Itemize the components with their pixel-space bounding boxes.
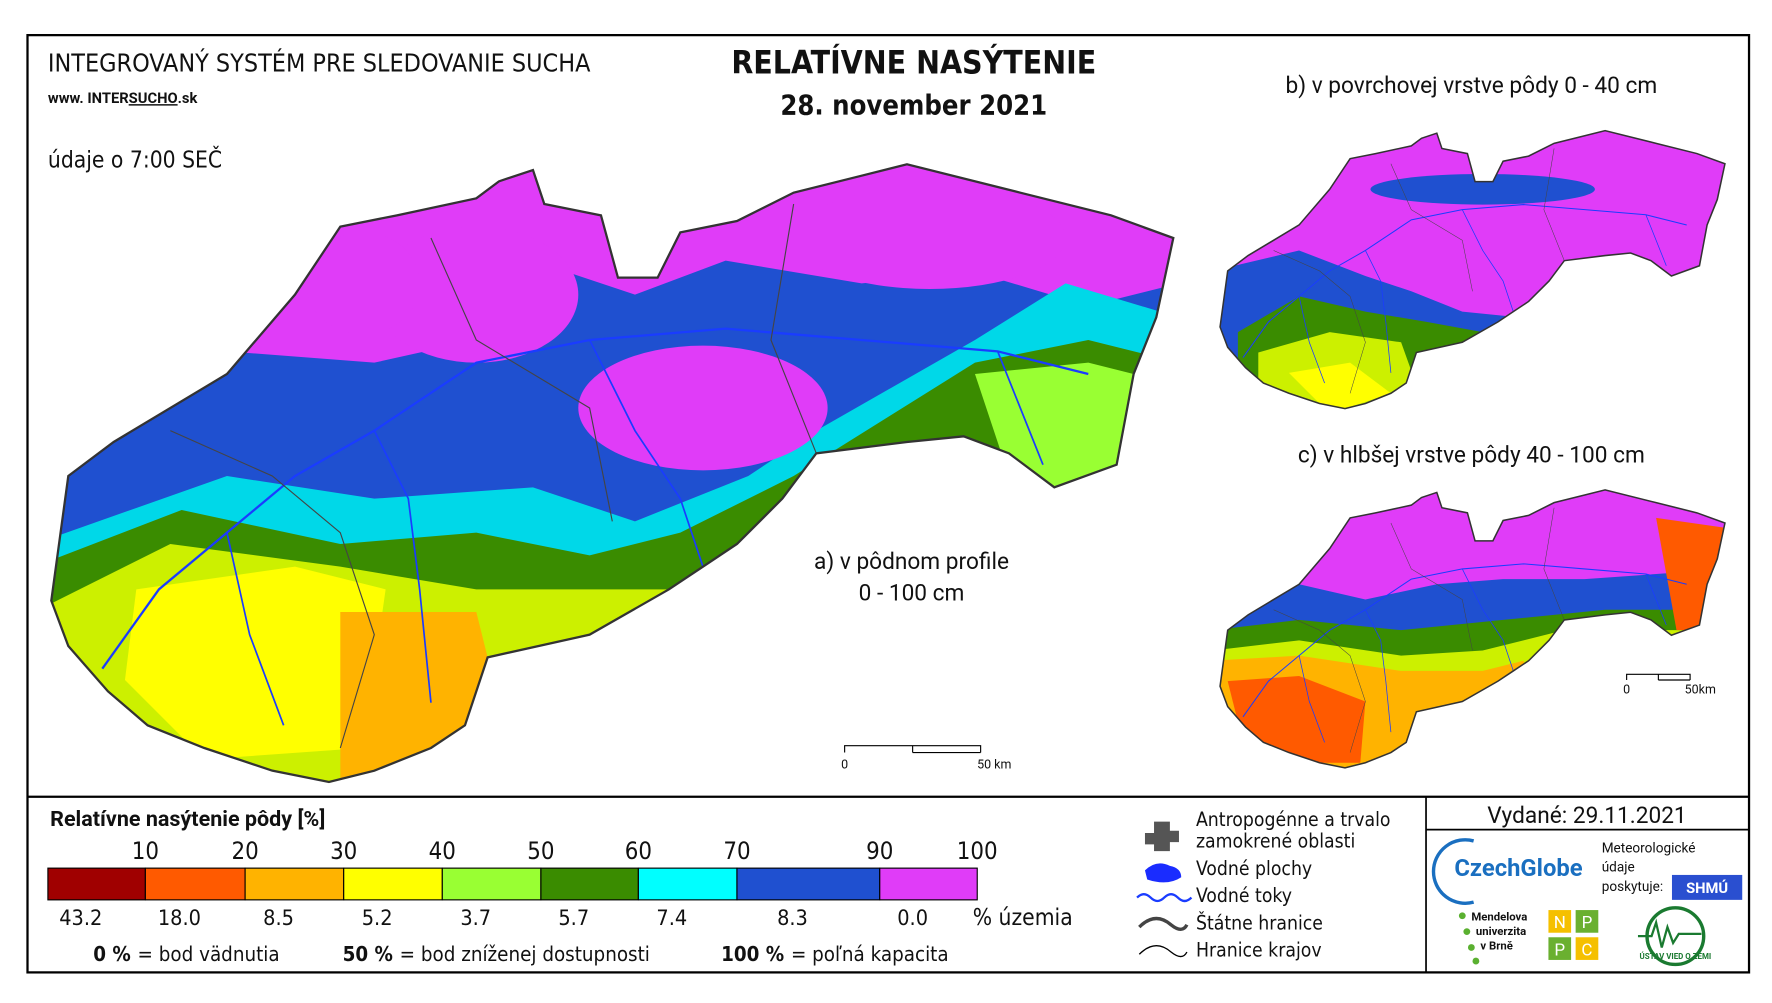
logo-text: P (1582, 913, 1593, 933)
time-note: údaje o 7:00 SEČ (48, 146, 222, 174)
symbol-legend: Antropogénne a trvalo zamokrené oblasti … (1136, 808, 1391, 962)
class-share: 7.4 (656, 906, 687, 931)
logo-text: údaje (1602, 860, 1635, 876)
logo-text: C (1581, 940, 1592, 960)
logo-text: univerzita (1476, 924, 1526, 938)
class-bound: 10 (132, 837, 159, 865)
class-share: 18.0 (158, 906, 201, 931)
logo-text: Mendelova (1471, 909, 1527, 923)
logo-text: N (1554, 913, 1566, 933)
logo-text: poskytuje: (1602, 879, 1663, 895)
title: RELATÍVNE NASÝTENIE (731, 44, 1096, 82)
date: 28. november 2021 (780, 90, 1047, 121)
logo-text: P (1554, 940, 1565, 960)
map-label: a) v pôdnom profile (814, 548, 1009, 575)
legend-notes: 0 % = bod vädnutia 50 % = bod zníženej dos… (93, 942, 948, 966)
symbol-label: Hranice krajov (1196, 939, 1322, 962)
legend-title: Relatívne nasýtenie pôdy [%] (50, 807, 325, 832)
class-share: 8.3 (777, 906, 808, 931)
class-bound: 70 (723, 837, 750, 865)
class-share: 5.7 (558, 906, 589, 931)
symbol-label: Vodné plochy (1196, 857, 1312, 880)
class-bound: 40 (429, 837, 456, 865)
legend-scale: 10 43.2 20 18.0 30 8.5 40 5.2 50 3.7 60 5.7 70 7.4 90 8… (47, 837, 998, 931)
color-class (441, 867, 542, 901)
class-share: 3.7 (460, 906, 491, 931)
scale-label: 0 (1623, 683, 1630, 698)
color-class (343, 867, 443, 901)
scale-label: 50 km (977, 757, 1011, 772)
website: www. INTERSUCHO.sk (48, 89, 199, 107)
logo-text: ÚSTAV VIED O ZEMI (1639, 952, 1711, 961)
symbol-label: Štátne hranice (1196, 910, 1323, 934)
system-name: INTEGROVANÝ SYSTÉM PRE SLEDOVANIE SUCHA (48, 48, 591, 77)
map-c (1219, 489, 1726, 769)
class-bound: 30 (330, 837, 357, 865)
issued-date: Vydané: 29.11.2021 (1487, 802, 1686, 829)
color-class (879, 867, 978, 901)
logo-shmu: SHMÚ (1686, 879, 1728, 897)
scale-bar (844, 745, 982, 754)
logo-text: Meteorologické (1602, 840, 1696, 856)
map-label: 0 - 100 cm (859, 580, 965, 607)
symbol-label: zamokrené oblasti (1196, 830, 1355, 853)
color-class (540, 867, 639, 901)
map-label: c) v hlbšej vrstve pôdy 40 - 100 cm (1298, 441, 1645, 468)
class-bound: 50 (527, 837, 554, 865)
frame (26, 34, 1751, 974)
color-class (736, 867, 881, 901)
scale-label: 0 (841, 757, 848, 772)
map-b (1219, 129, 1726, 410)
scale-bar (1626, 673, 1691, 681)
logo-czechglobe: CzechGlobe (1454, 854, 1582, 882)
class-share: 5.2 (362, 906, 393, 931)
color-class (637, 867, 738, 901)
class-share: 8.5 (263, 906, 294, 931)
class-share: 0.0 (897, 906, 928, 931)
map-a (50, 163, 1175, 784)
map-label: b) v povrchovej vrstve pôdy 0 - 40 cm (1285, 72, 1657, 99)
scale-label: 50km (1685, 683, 1716, 698)
logo-text: v Brně (1480, 939, 1512, 953)
color-class (244, 867, 345, 901)
symbol-label: Antropogénne a trvalo (1196, 808, 1391, 831)
share-unit: % územia (973, 905, 1073, 931)
logos: CzechGlobe Meteorologické údaje poskytuj… (1431, 838, 1743, 967)
class-share: 43.2 (59, 906, 102, 931)
class-bound: 20 (231, 837, 258, 865)
class-bound: 60 (625, 837, 652, 865)
color-class (144, 867, 246, 901)
class-bound: 100 (957, 837, 998, 865)
symbol-label: Vodné toky (1196, 884, 1292, 907)
color-class (47, 867, 146, 901)
class-bound: 90 (866, 837, 893, 865)
